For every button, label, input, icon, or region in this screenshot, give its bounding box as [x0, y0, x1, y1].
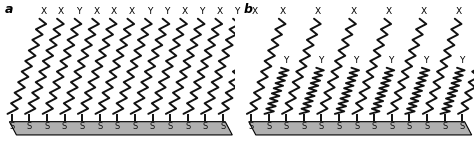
Text: Y: Y [235, 7, 240, 16]
Text: S: S [266, 122, 271, 132]
Text: b: b [244, 3, 253, 16]
Text: S: S [248, 122, 254, 132]
Text: Y: Y [388, 56, 393, 65]
Text: X: X [111, 7, 117, 16]
Text: S: S [80, 122, 85, 132]
Text: X: X [182, 7, 188, 16]
Text: S: S [301, 122, 307, 132]
Text: X: X [58, 7, 64, 16]
Text: X: X [93, 7, 100, 16]
Text: S: S [132, 122, 137, 132]
Text: X: X [385, 7, 392, 16]
Text: S: S [97, 122, 102, 132]
Text: X: X [456, 7, 462, 16]
Text: S: S [150, 122, 155, 132]
Text: S: S [460, 122, 465, 132]
Text: a: a [5, 3, 13, 16]
Text: S: S [283, 122, 289, 132]
Polygon shape [9, 122, 232, 135]
Text: X: X [315, 7, 321, 16]
Text: X: X [128, 7, 135, 16]
Text: S: S [220, 122, 226, 132]
Text: Y: Y [283, 56, 288, 65]
Text: S: S [319, 122, 324, 132]
Text: S: S [115, 122, 120, 132]
Text: Y: Y [318, 56, 323, 65]
Text: S: S [442, 122, 447, 132]
Text: Y: Y [459, 56, 464, 65]
Text: S: S [27, 122, 32, 132]
Text: Y: Y [164, 7, 170, 16]
Text: S: S [44, 122, 50, 132]
Text: X: X [350, 7, 356, 16]
Text: S: S [354, 122, 359, 132]
Text: Y: Y [353, 56, 358, 65]
Text: X: X [41, 7, 47, 16]
Text: Y: Y [76, 7, 82, 16]
Text: S: S [389, 122, 394, 132]
Text: S: S [62, 122, 67, 132]
Text: X: X [421, 7, 427, 16]
Text: S: S [372, 122, 377, 132]
Text: S: S [185, 122, 191, 132]
Polygon shape [249, 122, 472, 135]
Text: Y: Y [423, 56, 429, 65]
Text: S: S [424, 122, 430, 132]
Text: X: X [252, 7, 258, 16]
Text: Y: Y [146, 7, 152, 16]
Text: X: X [280, 7, 286, 16]
Text: X: X [217, 7, 223, 16]
Text: S: S [167, 122, 173, 132]
Text: S: S [203, 122, 208, 132]
Text: S: S [9, 122, 14, 132]
Text: S: S [407, 122, 412, 132]
Text: Y: Y [200, 7, 205, 16]
Text: S: S [337, 122, 342, 132]
